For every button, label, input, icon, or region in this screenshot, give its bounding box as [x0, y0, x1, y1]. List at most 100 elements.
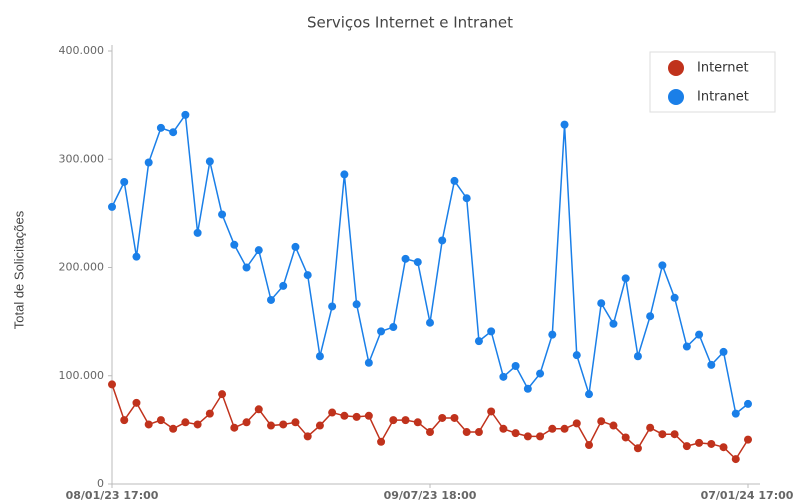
x-tick-label: 09/07/23 18:00	[384, 489, 477, 502]
data-point	[156, 123, 165, 132]
data-point	[707, 439, 716, 448]
chart-title: Serviços Internet e Intranet	[307, 14, 513, 32]
series-line	[111, 384, 749, 461]
data-point	[474, 337, 483, 346]
data-point	[181, 110, 190, 119]
data-point	[156, 416, 165, 425]
data-point	[426, 428, 434, 437]
data-point	[633, 444, 642, 453]
data-point	[193, 228, 202, 237]
y-tick-label: 0	[97, 477, 104, 490]
y-tick-label: 200.000	[59, 261, 105, 274]
data-point	[633, 352, 642, 361]
data-point	[377, 437, 386, 446]
data-point	[413, 418, 422, 427]
legend-label: Internet	[697, 61, 749, 76]
data-point	[499, 424, 508, 433]
data-point	[205, 409, 214, 418]
data-point	[450, 413, 459, 422]
data-point	[132, 252, 141, 261]
data-point	[523, 384, 532, 393]
y-axis-label: Total de Solicitações	[11, 210, 26, 329]
data-point	[438, 236, 447, 245]
data-point	[230, 240, 239, 249]
data-point	[719, 443, 728, 452]
data-point	[169, 128, 178, 137]
data-point	[169, 424, 178, 433]
data-point	[132, 398, 141, 407]
data-point	[585, 441, 593, 450]
data-point	[487, 407, 496, 416]
data-point	[340, 411, 349, 420]
data-point	[401, 416, 410, 425]
data-point	[670, 293, 679, 302]
data-point	[523, 432, 532, 441]
data-point	[389, 416, 398, 425]
data-point	[352, 300, 361, 309]
data-point	[242, 263, 251, 272]
x-tick-label: 07/01/24 17:00	[701, 489, 794, 502]
data-point	[474, 428, 483, 437]
data-point	[291, 418, 300, 427]
data-point	[658, 261, 667, 270]
data-point	[315, 421, 324, 430]
data-point	[364, 358, 373, 367]
data-point	[731, 409, 740, 418]
data-point	[511, 429, 520, 438]
data-point	[707, 360, 716, 369]
data-point	[144, 420, 153, 429]
data-point	[695, 438, 704, 447]
data-point	[364, 411, 373, 420]
y-tick-label: 100.000	[59, 369, 105, 382]
data-point	[279, 420, 288, 429]
data-point	[462, 194, 471, 203]
data-point	[621, 274, 630, 283]
data-point	[682, 342, 691, 351]
data-point	[108, 380, 116, 389]
data-point	[609, 319, 618, 328]
data-point	[695, 330, 704, 339]
data-point	[499, 372, 508, 381]
data-point	[511, 362, 520, 371]
data-point	[548, 424, 557, 433]
data-point	[291, 242, 300, 251]
data-point	[267, 295, 275, 304]
data-point	[560, 120, 569, 129]
data-point	[536, 432, 545, 441]
data-point	[413, 258, 422, 267]
data-point	[462, 428, 471, 437]
data-point	[389, 323, 398, 332]
data-point	[303, 271, 312, 280]
data-point	[181, 418, 190, 427]
legend-label: Intranet	[697, 90, 749, 105]
data-point	[328, 408, 337, 417]
data-point	[401, 254, 410, 263]
data-point	[218, 210, 227, 219]
data-point	[646, 423, 655, 432]
data-point	[585, 390, 593, 399]
legend-marker	[668, 89, 684, 105]
data-point	[144, 158, 153, 167]
data-point	[426, 318, 434, 327]
data-point	[658, 430, 667, 439]
data-point	[205, 157, 214, 166]
data-point	[621, 433, 630, 442]
data-point	[352, 412, 361, 421]
data-point	[193, 420, 202, 429]
y-tick-label: 300.000	[59, 152, 105, 165]
data-point	[536, 369, 545, 378]
data-point	[328, 302, 337, 311]
data-point	[120, 177, 129, 186]
data-point	[218, 390, 227, 399]
data-point	[597, 299, 606, 308]
data-point	[744, 399, 752, 408]
data-point	[340, 170, 349, 179]
data-point	[438, 413, 447, 422]
data-point	[254, 246, 263, 255]
data-point	[731, 455, 740, 464]
legend-marker	[668, 60, 684, 76]
data-point	[719, 347, 728, 356]
data-point	[597, 417, 606, 426]
data-point	[560, 424, 569, 433]
